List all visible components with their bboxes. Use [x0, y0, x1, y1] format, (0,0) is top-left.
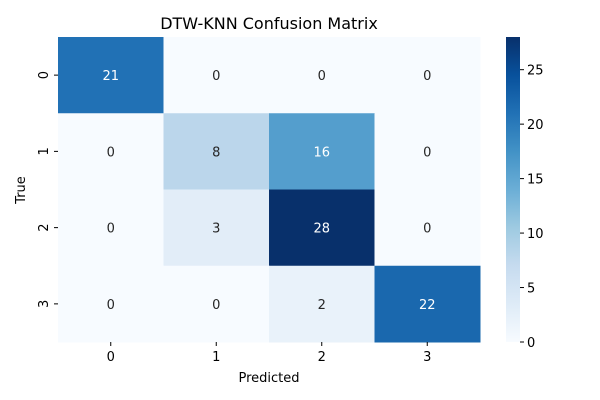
- cell-value: 0: [212, 298, 220, 313]
- y-tick-label: 1: [37, 147, 52, 155]
- cell-value: 2: [318, 298, 326, 313]
- colorbar-tick-label: 5: [527, 282, 535, 297]
- x-tick-label: 2: [318, 350, 326, 365]
- colorbar-tick-label: 20: [527, 118, 544, 133]
- cell-value: 8: [212, 145, 220, 160]
- heatmap-cell: [58, 265, 164, 343]
- cell-value: 0: [318, 69, 326, 84]
- y-axis-ticks: 0 1 2 3: [37, 71, 58, 308]
- heatmap-cell: [58, 37, 164, 114]
- cell-value: 21: [102, 69, 119, 84]
- cell-value: 0: [107, 298, 115, 313]
- y-tick-label: 2: [37, 223, 52, 231]
- heatmap-cell: [163, 37, 270, 114]
- x-tick-label: 0: [107, 350, 115, 365]
- cell-value: 0: [423, 222, 431, 237]
- heatmap-cell: [374, 37, 481, 114]
- heatmap-cell: [269, 189, 375, 267]
- cell-value: 0: [423, 145, 431, 160]
- heatmap-cell: [163, 113, 270, 190]
- heatmap-cell: [58, 113, 164, 190]
- y-axis-label: True: [14, 176, 29, 205]
- colorbar-tick-label: 10: [527, 227, 544, 242]
- heatmap-cell: [269, 37, 375, 114]
- heatmap-cell: [269, 265, 375, 343]
- heatmap-cell: [374, 189, 481, 267]
- x-axis-ticks: 0 1 2 3: [107, 342, 431, 365]
- cell-value: 0: [107, 145, 115, 160]
- heatmap-cell: [163, 265, 270, 343]
- chart-title: DTW-KNN Confusion Matrix: [160, 14, 378, 33]
- heatmap-cell: [269, 113, 375, 190]
- y-tick-label: 3: [37, 300, 52, 308]
- cell-value: 0: [212, 69, 220, 84]
- heatmap-cell: [374, 113, 481, 190]
- x-axis-label: Predicted: [238, 371, 299, 386]
- colorbar-tick-label: 0: [527, 336, 535, 351]
- heatmap-cell: [163, 189, 270, 267]
- heatmap-cells: [58, 37, 481, 343]
- x-tick-label: 3: [423, 350, 431, 365]
- y-tick-label: 0: [37, 71, 52, 79]
- cell-value: 0: [423, 69, 431, 84]
- cell-value: 0: [107, 222, 115, 237]
- cell-value: 22: [419, 298, 436, 313]
- cell-value: 3: [212, 222, 220, 237]
- colorbar-tick-label: 25: [527, 64, 544, 79]
- heatmap-annotations: 21 0 0 00 8 16 00 3 28 00 0 2 22: [102, 69, 435, 313]
- cell-value: 28: [313, 222, 330, 237]
- heatmap-cell: [374, 265, 481, 343]
- colorbar-ticks: 0 5 10 15 20 25: [520, 64, 544, 351]
- heatmap-cell: [58, 189, 164, 267]
- colorbar: [506, 37, 520, 342]
- cell-value: 16: [313, 145, 330, 160]
- colorbar-tick-label: 15: [527, 173, 544, 188]
- x-tick-label: 1: [212, 350, 220, 365]
